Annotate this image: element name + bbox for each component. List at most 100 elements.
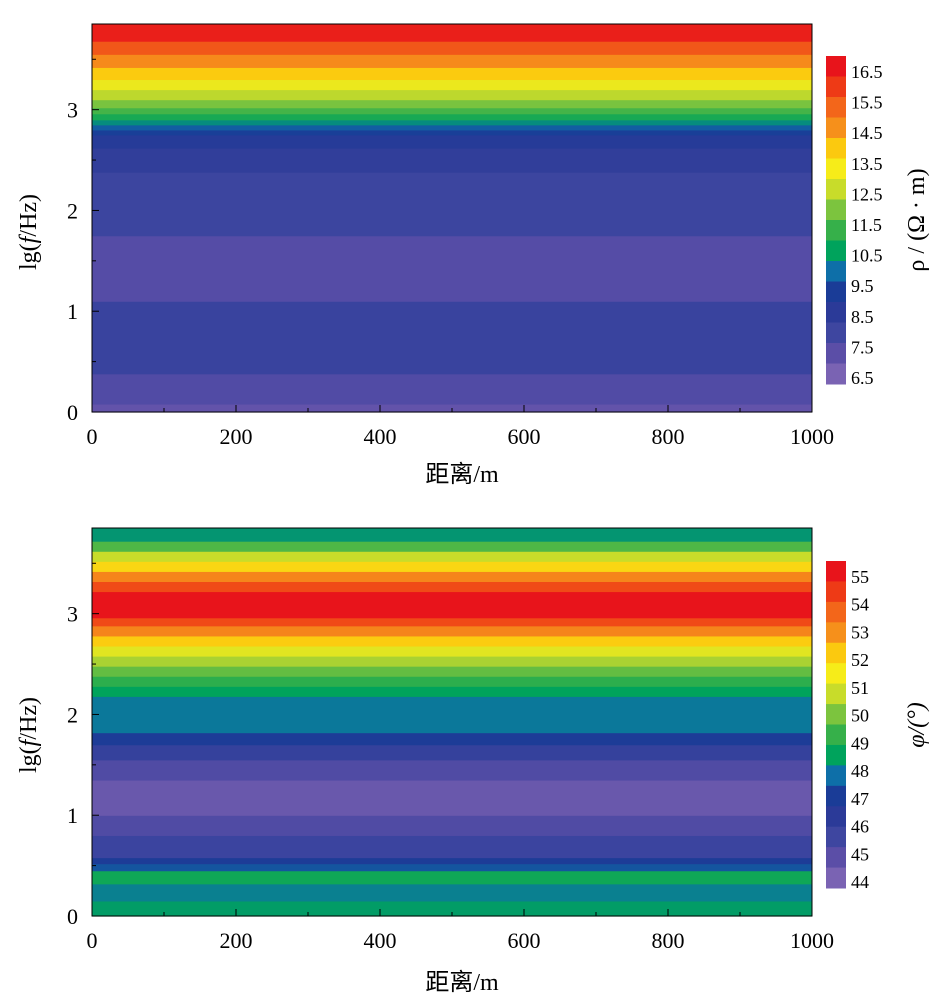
resistivity-band-12 <box>92 99 812 109</box>
resistivity-panel: 0 200 400 600 800 1000 0 1 2 3 距离/m lg(f/Hz) 16.… <box>16 23 930 488</box>
phase-colorbar-swatch-0 <box>826 561 846 582</box>
phase-x-tick-label-5: 1000 <box>790 928 834 953</box>
phase-x-tick-label-3: 600 <box>508 928 541 953</box>
phase-x-tick-label-0: 0 <box>87 928 98 953</box>
phase-band-19 <box>92 617 812 627</box>
phase-heatmap <box>92 528 812 917</box>
phase-colorbar-swatch-12 <box>826 806 846 828</box>
phase-colorbar-swatch-11 <box>826 785 846 807</box>
phase-colorbar-tick-0: 55 <box>851 567 869 587</box>
resistivity-colorbar-swatch-0 <box>826 56 846 77</box>
resistivity-colorbar-tick-8: 8.5 <box>851 307 874 327</box>
phase-colorbar-tick-8: 47 <box>851 789 869 809</box>
resistivity-colorbar-swatch-6 <box>826 179 846 200</box>
phase-colorbar-swatch-14 <box>826 847 846 869</box>
phase-x-tick-label-2: 400 <box>364 928 397 953</box>
resistivity-x-tick-label-3: 600 <box>508 424 541 449</box>
phase-colorbar-tick-9: 46 <box>851 817 869 837</box>
phase-band-26 <box>92 528 812 542</box>
phase-y-tick-label-0: 0 <box>67 904 78 929</box>
resistivity-band-5 <box>92 147 812 173</box>
resistivity-band-7 <box>92 129 812 136</box>
phase-colorbar-tick-10: 45 <box>851 844 869 864</box>
resistivity-colorbar-tick-0: 16.5 <box>851 62 883 82</box>
resistivity-y-tick-label-1: 1 <box>67 299 78 324</box>
phase-x-axis: 0 200 400 600 800 1000 <box>87 909 834 953</box>
resistivity-colorbar-swatch-13 <box>826 322 846 344</box>
resistivity-colorbar-swatch-15 <box>826 363 846 385</box>
phase-band-3 <box>92 863 812 872</box>
phase-y-tick-label-3: 3 <box>67 602 78 627</box>
resistivity-colorbar-tick-9: 7.5 <box>851 337 874 357</box>
resistivity-colorbar-label: ρ / (Ω · m) <box>904 168 930 271</box>
phase-colorbar-tick-5: 50 <box>851 706 869 726</box>
resistivity-colorbar-swatch-8 <box>826 220 846 241</box>
phase-band-2 <box>92 870 812 885</box>
phase-band-14 <box>92 666 812 677</box>
resistivity-colorbar-swatch-12 <box>826 302 846 323</box>
resistivity-colorbar-tick-4: 12.5 <box>851 184 883 204</box>
resistivity-y-tick-label-2: 2 <box>67 198 78 223</box>
phase-band-25 <box>92 541 812 552</box>
resistivity-band-1 <box>92 373 812 405</box>
resistivity-colorbar-tick-5: 11.5 <box>851 215 882 235</box>
phase-colorbar-tick-4: 51 <box>851 678 869 698</box>
resistivity-colorbar-swatch-3 <box>826 117 846 139</box>
phase-band-12 <box>92 686 812 697</box>
resistivity-colorbar-swatch-1 <box>826 76 846 98</box>
resistivity-band-8 <box>92 124 812 131</box>
resistivity-y-axis-label: lg(f/Hz) <box>16 194 42 270</box>
phase-band-9 <box>92 744 812 761</box>
resistivity-colorbar-swatch-2 <box>826 97 846 118</box>
phase-y-tick-label-2: 2 <box>67 702 78 727</box>
phase-colorbar-swatch-5 <box>826 663 846 685</box>
phase-band-0 <box>92 900 812 917</box>
resistivity-colorbar-swatch-7 <box>826 199 846 221</box>
phase-band-20 <box>92 591 812 619</box>
resistivity-x-tick-label-0: 0 <box>87 424 98 449</box>
phase-band-8 <box>92 759 812 781</box>
resistivity-y-tick-label-0: 0 <box>67 400 78 425</box>
phase-colorbar-label: φ/(°) <box>904 702 930 748</box>
phase-y-tick-label-1: 1 <box>67 803 78 828</box>
resistivity-colorbar-swatch-14 <box>826 343 846 364</box>
phase-x-axis-label: 距离/m <box>425 969 499 996</box>
resistivity-y-axis: 0 1 2 3 <box>67 58 99 425</box>
resistivity-colorbar-tick-10: 6.5 <box>851 368 874 388</box>
phase-colorbar-swatch-13 <box>826 826 846 848</box>
resistivity-band-11 <box>92 107 812 115</box>
resistivity-x-axis-label: 距离/m <box>425 461 499 488</box>
phase-y-axis: 0 1 2 3 <box>67 562 99 929</box>
phase-band-18 <box>92 625 812 637</box>
resistivity-band-4 <box>92 172 812 237</box>
phase-colorbar-tick-6: 49 <box>851 733 869 753</box>
resistivity-colorbar-tick-1: 15.5 <box>851 93 883 113</box>
phase-colorbar-swatch-4 <box>826 642 846 664</box>
resistivity-band-13 <box>92 89 812 101</box>
resistivity-x-tick-label-1: 200 <box>220 424 253 449</box>
phase-colorbar-tick-7: 48 <box>851 761 869 781</box>
phase-band-10 <box>92 732 812 746</box>
resistivity-colorbar-swatch-11 <box>826 281 846 303</box>
phase-colorbar-tick-11: 44 <box>851 872 869 892</box>
phase-colorbar-swatch-6 <box>826 683 846 705</box>
phase-y-axis-label: lg(f/Hz) <box>16 697 42 773</box>
phase-colorbar-tick-3: 52 <box>851 650 869 670</box>
resistivity-heatmap <box>92 24 812 413</box>
phase-band-15 <box>92 655 812 667</box>
phase-colorbar-swatch-3 <box>826 622 846 644</box>
phase-colorbar-swatch-9 <box>826 744 846 766</box>
resistivity-band-10 <box>92 113 812 121</box>
resistivity-band-3 <box>92 235 812 302</box>
phase-band-1 <box>92 883 812 902</box>
resistivity-x-tick-label-5: 1000 <box>790 424 834 449</box>
phase-band-4 <box>92 857 812 865</box>
resistivity-band-17 <box>92 41 812 55</box>
resistivity-colorbar-swatch-10 <box>826 261 846 282</box>
phase-band-6 <box>92 815 812 836</box>
phase-band-17 <box>92 635 812 647</box>
resistivity-band-6 <box>92 134 812 149</box>
resistivity-x-axis: 0 200 400 600 800 1000 <box>87 405 834 449</box>
